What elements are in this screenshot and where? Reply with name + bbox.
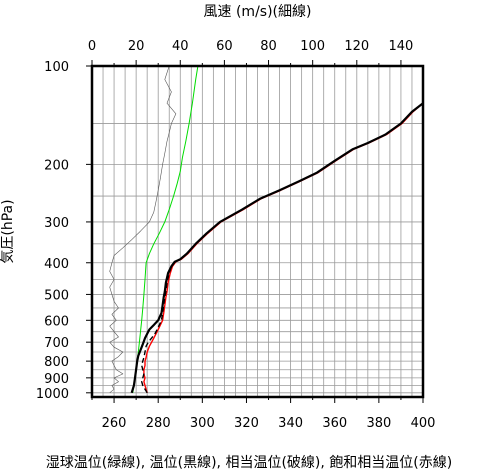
y-tick-label: 100 — [44, 60, 69, 75]
series-line-温位 — [130, 102, 424, 394]
y-tick-label: 400 — [44, 257, 69, 272]
y-tick-label: 700 — [44, 336, 69, 351]
y-tick-label: 900 — [44, 372, 69, 387]
bottom-tick-label: 380 — [366, 416, 391, 431]
bottom-tick-label: 320 — [234, 416, 259, 431]
bottom-tick-label: 280 — [146, 416, 171, 431]
top-tick-label: 40 — [172, 39, 189, 54]
plot-frame — [90, 64, 425, 399]
top-tick-label: 80 — [260, 39, 277, 54]
y-tick-label: 800 — [44, 355, 69, 370]
top-tick-label: 100 — [300, 39, 325, 54]
y-tick-label: 300 — [44, 216, 69, 231]
top-tick-label: 0 — [88, 39, 96, 54]
bottom-tick-label: 340 — [278, 416, 303, 431]
bottom-tick-label: 260 — [102, 416, 127, 431]
top-tick-label: 60 — [216, 39, 233, 54]
series-line-風速 — [109, 65, 177, 394]
top-tick-label: 140 — [389, 39, 414, 54]
y-tick-label: 200 — [44, 158, 69, 173]
series-line-飽和相当温位 — [143, 102, 424, 394]
top-tick-label: 20 — [128, 39, 145, 54]
grid-lines — [92, 65, 423, 397]
y-tick-label: 600 — [44, 314, 69, 329]
bottom-tick-label: 400 — [411, 416, 436, 431]
data-series — [109, 65, 424, 394]
y-axis-title: 気圧(hPa) — [0, 199, 16, 263]
bottom-tick-label: 300 — [190, 416, 215, 431]
y-tick-label: 1000 — [36, 387, 69, 402]
top-tick-label: 120 — [344, 39, 369, 54]
bottom-axis-title: 湿球温位(緑線), 温位(黒線), 相当温位(破線), 飽和相当温位(赤線) — [46, 454, 452, 471]
bottom-tick-label: 360 — [322, 416, 347, 431]
y-tick-label: 500 — [44, 288, 69, 303]
axis-ticks: 0 20 40 60 80 100 120 140 260 280 300 320 340 360 380 4… — [36, 39, 436, 431]
top-axis-title: 風速 (m/s)(細線) — [204, 4, 312, 20]
series-line-相当温位 — [141, 102, 424, 394]
